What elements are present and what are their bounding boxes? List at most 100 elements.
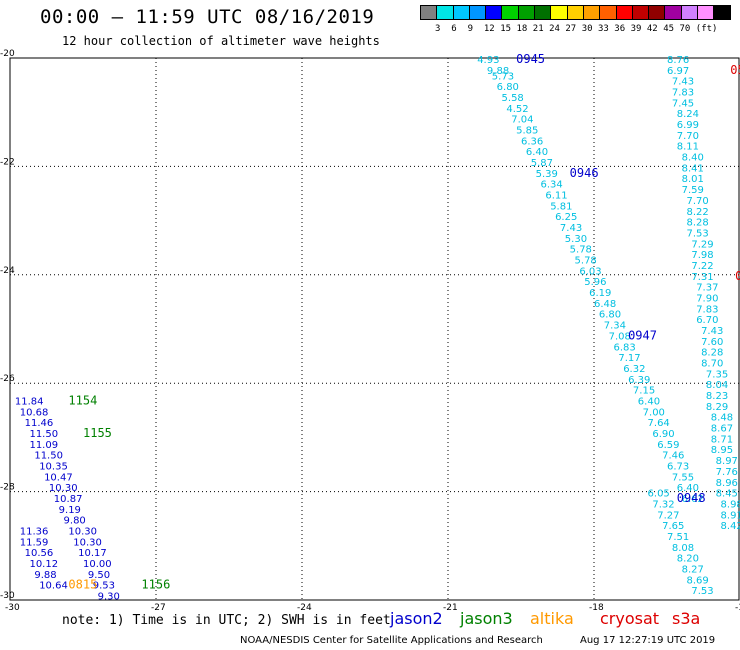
pass-time-label: 1155 xyxy=(83,426,112,440)
wave-height-value: 6.48 xyxy=(594,299,616,310)
wave-height-value: 6.99 xyxy=(677,120,699,131)
wave-height-value: 10.68 xyxy=(20,407,49,418)
wave-height-value: 6.80 xyxy=(599,310,621,321)
wave-height-value: 11.50 xyxy=(34,451,63,462)
wave-height-value: 11.09 xyxy=(29,440,58,451)
wave-height-value: 8.40 xyxy=(682,153,704,164)
wave-height-value: 10.30 xyxy=(49,483,78,494)
wave-height-value: 5.85 xyxy=(516,125,538,136)
wave-height-value: 7.37 xyxy=(696,283,718,294)
scale-label: 3 xyxy=(435,24,441,34)
wave-height-value: 11.36 xyxy=(20,527,49,538)
wave-height-value: 6.32 xyxy=(623,364,645,375)
legend-entry-jason3: jason3 xyxy=(460,609,513,628)
pass-time-label: 0548 xyxy=(730,63,740,77)
wave-height-value: 6.59 xyxy=(657,440,679,451)
wave-height-value: 8.28 xyxy=(686,218,708,229)
y-tick-label: -28 xyxy=(0,483,15,493)
wave-height-value: 8.95 xyxy=(711,445,733,456)
footer-credit: NOAA/NESDIS Center for Satellite Applica… xyxy=(240,635,543,646)
wave-height-value: 11.50 xyxy=(29,429,58,440)
wave-height-value: 7.31 xyxy=(691,272,713,283)
wave-height-value: 10.30 xyxy=(68,527,97,538)
pass-time-label: 1156 xyxy=(141,578,170,592)
wave-height-value: 9.53 xyxy=(93,581,115,592)
wave-height-value: 7.59 xyxy=(682,185,704,196)
wave-height-value: 5.87 xyxy=(531,158,553,169)
scale-label: 27 xyxy=(565,24,577,34)
wave-height-value: 8.70 xyxy=(701,359,723,370)
wave-height-value: 8.01 xyxy=(682,174,704,185)
wave-height-value: 8.04 xyxy=(706,380,728,391)
y-tick-label: -30 xyxy=(0,591,15,601)
wave-height-value: 8.23 xyxy=(706,391,728,402)
color-scale-swatches xyxy=(420,5,731,20)
wave-height-value: 7.00 xyxy=(643,407,665,418)
wave-height-value: 7.70 xyxy=(677,131,699,142)
wave-height-value: 7.46 xyxy=(662,451,684,462)
pass-time-label: 0948 xyxy=(677,491,706,505)
wave-height-value: 8.11 xyxy=(677,142,699,153)
wave-height-value: 10.87 xyxy=(54,494,83,505)
wave-height-value: 4.52 xyxy=(506,104,528,115)
scale-label: 9 xyxy=(467,24,474,34)
scale-label: 21 xyxy=(532,24,544,34)
y-tick-label: -26 xyxy=(0,374,15,384)
footer-note: note: 1) Time is in UTC; 2) SWH is in fe… xyxy=(62,613,391,628)
pass-time-label: 0547 xyxy=(735,269,740,283)
wave-height-value: 8.67 xyxy=(711,424,733,435)
scale-label: 24 xyxy=(549,24,560,34)
wave-height-value: 8.22 xyxy=(686,207,708,218)
wave-height-value: 7.08 xyxy=(609,331,631,342)
wave-height-value: 6.11 xyxy=(545,191,567,202)
page-title: 00:00 – 11:59 UTC 08/16/2019 xyxy=(40,6,375,28)
wave-height-value: 5.30 xyxy=(565,234,587,245)
wave-height-value: 6.34 xyxy=(540,180,562,191)
legend-entry-altika: altika xyxy=(530,609,574,628)
x-tick-label: -21 xyxy=(443,603,458,613)
x-tick-label: -27 xyxy=(151,603,166,613)
wave-height-value: 7.35 xyxy=(706,369,728,380)
pass-time-label: 0815 xyxy=(68,578,97,592)
wave-height-value: 7.43 xyxy=(560,223,582,234)
wave-height-value: 8.08 xyxy=(672,543,694,554)
wave-height-value: 8.97 xyxy=(716,456,738,467)
wave-height-value: 11.59 xyxy=(20,537,49,548)
scale-label: 36 xyxy=(614,24,626,34)
scale-label: (ft) xyxy=(695,24,718,34)
wave-height-value: 6.83 xyxy=(613,342,635,353)
x-tick-label: -18 xyxy=(589,603,604,613)
wave-height-value: 9.19 xyxy=(59,505,81,516)
wave-height-value: 11.46 xyxy=(25,418,54,429)
wave-height-value: 9.88 xyxy=(34,570,56,581)
wave-height-value: 10.12 xyxy=(29,559,58,570)
x-tick-label: -24 xyxy=(297,603,312,613)
wave-height-value: 8.76 xyxy=(667,55,689,66)
scale-label: 39 xyxy=(630,24,642,34)
scale-label: 18 xyxy=(516,24,528,34)
wave-height-value: 6.40 xyxy=(677,483,699,494)
wave-height-value: 6.90 xyxy=(652,429,674,440)
scale-swatch xyxy=(713,5,731,20)
wave-height-value: 7.53 xyxy=(686,228,708,239)
pass-time-label: 0947 xyxy=(628,328,657,342)
y-tick-label: -20 xyxy=(0,49,15,59)
wave-height-value: 8.96 xyxy=(716,478,738,489)
wave-height-value: 7.43 xyxy=(701,326,723,337)
wave-height-value: 7.43 xyxy=(672,77,694,88)
wave-height-value: 7.15 xyxy=(633,386,655,397)
wave-height-value: 7.22 xyxy=(691,261,713,272)
wave-height-value: 6.36 xyxy=(521,136,543,147)
wave-height-value: 7.27 xyxy=(657,510,679,521)
wave-height-value: 9.50 xyxy=(88,570,110,581)
wave-height-value: 8.98 xyxy=(721,499,740,510)
scale-label: 6 xyxy=(451,24,457,34)
map-frame xyxy=(9,57,740,601)
color-scale: 3 6 9 12 15 18 21 24 27 30 33 36 39 42 45 70 (ft) xyxy=(420,5,731,34)
wave-height-value: 8.69 xyxy=(686,575,708,586)
wave-height-value: 4.93 xyxy=(477,55,499,66)
wave-height-value: 6.97 xyxy=(667,66,689,77)
wave-height-value: 8.20 xyxy=(677,554,699,565)
wave-height-value: 6.05 xyxy=(648,489,670,500)
wave-height-value: 7.83 xyxy=(672,88,694,99)
